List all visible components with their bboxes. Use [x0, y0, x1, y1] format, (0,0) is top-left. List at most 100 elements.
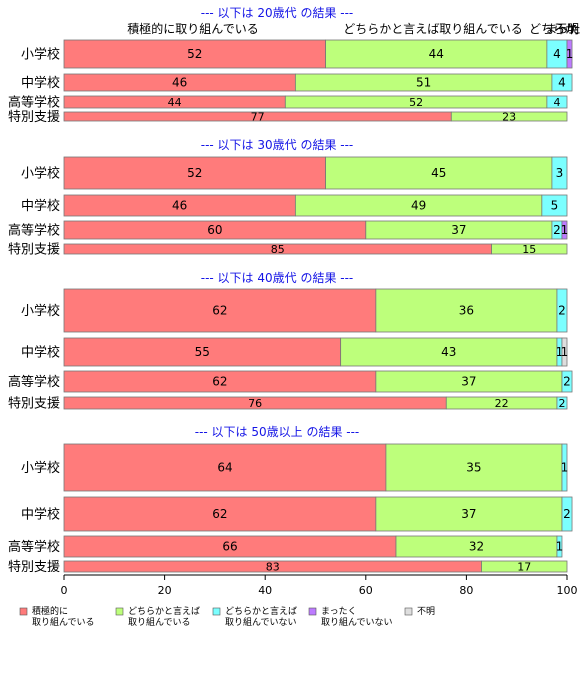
data-label: 37	[451, 223, 466, 237]
header-label: 積極的に取り組んでいる	[127, 21, 258, 36]
data-label: 15	[522, 243, 536, 256]
data-label: 1	[561, 345, 569, 359]
bar-segment	[63, 156, 326, 190]
bar-segment	[561, 220, 568, 240]
data-label: 36	[459, 304, 474, 318]
bar-segment	[481, 560, 568, 573]
data-label: 52	[187, 47, 202, 61]
row-label: 小学校	[21, 460, 60, 476]
bar-segment	[556, 288, 568, 333]
data-label: 46	[172, 76, 187, 90]
data-label: 37	[461, 507, 476, 521]
data-label: 45	[431, 166, 446, 180]
data-label: 64	[217, 461, 232, 475]
bar-segment	[561, 337, 568, 367]
row-label: 中学校	[21, 198, 60, 214]
data-label: 2	[563, 375, 571, 389]
bar-segment	[551, 73, 573, 92]
legend-swatch	[19, 607, 28, 616]
bar-segment	[556, 535, 563, 558]
data-label: 44	[429, 47, 444, 61]
data-label: 1	[566, 47, 574, 61]
legend-label: 不明	[417, 606, 435, 617]
data-label: 46	[172, 199, 187, 213]
data-label: 4	[553, 47, 561, 61]
bar-segment	[63, 39, 326, 69]
bar-segment	[340, 337, 558, 367]
data-label: 62	[212, 507, 227, 521]
row-label: 特別支援	[8, 243, 60, 258]
data-label: 52	[409, 96, 423, 109]
group-title: --- 以下は 50歳以上 の結果 ---	[195, 425, 360, 439]
data-label: 83	[266, 561, 280, 574]
header-label: どちらか	[529, 22, 577, 36]
group-title: --- 以下は 30歳代 の結果 ---	[201, 138, 354, 152]
bar-segment	[561, 370, 573, 393]
data-label: 1	[556, 540, 564, 554]
row-label: 高等学校	[8, 539, 60, 555]
data-label: 32	[469, 540, 484, 554]
x-tick-label: 100	[557, 584, 578, 597]
data-label: 66	[222, 540, 237, 554]
legend-label: 取り組んでいない	[321, 616, 393, 628]
x-tick-label: 60	[359, 584, 373, 597]
x-tick-label: 80	[459, 584, 473, 597]
row-label: 高等学校	[8, 95, 60, 111]
row-label: 高等学校	[8, 374, 60, 390]
legend-label: どちらかと言えば	[225, 605, 297, 617]
bar-segment	[551, 156, 568, 190]
bar-segment	[561, 496, 573, 532]
data-label: 2	[563, 507, 571, 521]
data-label: 23	[502, 111, 516, 124]
bar-segment	[375, 288, 558, 333]
legend-swatch	[212, 607, 221, 616]
data-label: 60	[207, 223, 222, 237]
data-label: 62	[212, 375, 227, 389]
data-label: 1	[556, 345, 564, 359]
data-label: 35	[466, 461, 481, 475]
legend-swatch	[404, 607, 413, 616]
bar-segment	[546, 95, 568, 109]
data-label: 62	[212, 304, 227, 318]
x-tick-label: 0	[61, 584, 68, 597]
bar-segment	[450, 111, 568, 122]
header-label: 不明	[555, 22, 579, 36]
data-label: 5	[551, 199, 559, 213]
data-label: 17	[517, 561, 531, 574]
row-label: 特別支援	[8, 397, 60, 412]
row-label: 中学校	[21, 507, 60, 523]
header-label: まった	[545, 22, 580, 36]
row-label: 小学校	[21, 47, 60, 63]
bar-segment	[63, 288, 377, 333]
legend-label: 取り組んでいる	[128, 616, 191, 628]
data-label: 77	[251, 111, 265, 124]
data-label: 49	[411, 199, 426, 213]
bar-segment	[561, 443, 568, 492]
legend-label: 積極的に	[32, 605, 68, 617]
row-label: 高等学校	[8, 223, 60, 239]
data-label: 51	[416, 76, 431, 90]
bar-segment	[63, 337, 342, 367]
bar-segment	[541, 194, 568, 217]
row-label: 中学校	[21, 345, 60, 361]
header-label: どちらかと言えば取り組んでいる	[343, 22, 522, 36]
bar-segment	[385, 443, 563, 492]
x-tick-label: 40	[258, 584, 272, 597]
legend-swatch	[308, 607, 317, 616]
bar-segment	[556, 396, 568, 410]
data-label: 22	[495, 397, 509, 410]
row-label: 中学校	[21, 75, 60, 91]
bar-segment	[63, 443, 387, 492]
data-label: 43	[441, 345, 456, 359]
group-title: --- 以下は 20歳代 の結果 ---	[201, 6, 354, 20]
legend-label: 取り組んでいる	[32, 616, 95, 628]
data-label: 85	[271, 243, 285, 256]
data-label: 2	[553, 223, 561, 237]
legend-label: どちらかと言えば	[128, 605, 200, 617]
data-label: 44	[168, 96, 182, 109]
data-label: 55	[195, 345, 210, 359]
data-label: 52	[187, 166, 202, 180]
row-label: 小学校	[21, 166, 60, 182]
group-title: --- 以下は 40歳代 の結果 ---	[201, 271, 354, 285]
